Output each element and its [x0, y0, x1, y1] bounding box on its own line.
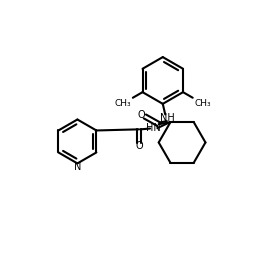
- Text: CH₃: CH₃: [115, 99, 131, 108]
- Text: O: O: [137, 110, 145, 120]
- Text: CH₃: CH₃: [194, 99, 211, 108]
- Text: HN: HN: [146, 123, 161, 133]
- Text: O: O: [135, 141, 143, 151]
- Text: NH: NH: [160, 113, 175, 123]
- Text: N: N: [74, 162, 81, 172]
